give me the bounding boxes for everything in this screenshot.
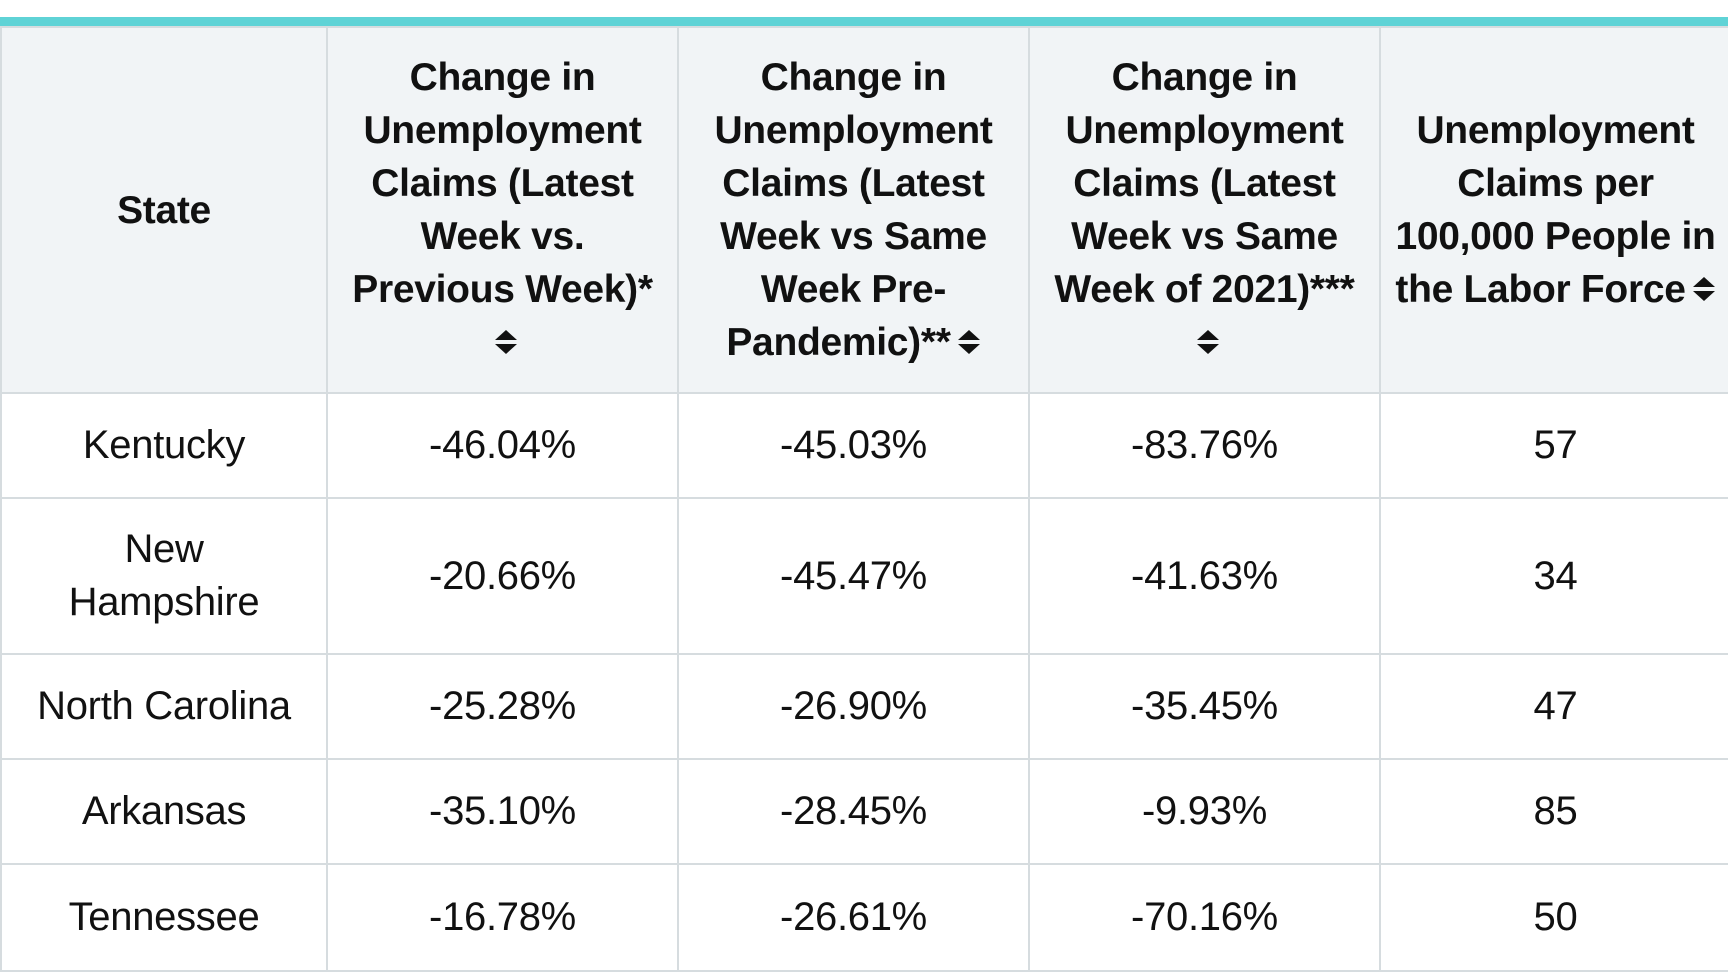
cell-state: North Carolina — [0, 653, 328, 760]
table-row: North Carolina -25.28% -26.90% -35.45% 4… — [0, 653, 1728, 760]
cell-state: Arkansas — [0, 758, 328, 865]
column-header-week-vs-pre-pandemic[interactable]: Change in Unemployment Claims (Latest We… — [677, 26, 1030, 394]
cell-week-vs-previous: -20.66% — [326, 497, 679, 655]
column-header-claims-per-100k[interactable]: Unemployment Claims per 100,000 People i… — [1379, 26, 1728, 394]
cell-state: Kentucky — [0, 392, 328, 499]
cell-week-vs-2021: -35.45% — [1028, 653, 1381, 760]
cell-week-vs-2021: -70.16% — [1028, 863, 1381, 972]
column-header-week-vs-2021[interactable]: Change in Unemployment Claims (Latest We… — [1028, 26, 1381, 394]
cell-week-vs-previous: -16.78% — [326, 863, 679, 972]
column-header-label: Change in Unemployment Claims (Latest We… — [352, 56, 653, 311]
cell-week-vs-2021: -41.63% — [1028, 497, 1381, 655]
cell-week-vs-previous: -46.04% — [326, 392, 679, 499]
table-header: State Change in Unemployment Claims (Lat… — [0, 26, 1728, 394]
cell-week-vs-pre-pandemic: -26.90% — [677, 653, 1030, 760]
sort-icon[interactable] — [1692, 275, 1716, 303]
cell-state: New Hampshire — [0, 497, 328, 655]
sort-icon[interactable] — [957, 328, 981, 356]
cell-week-vs-2021: -83.76% — [1028, 392, 1381, 499]
cell-claims-per-100k: 50 — [1379, 863, 1728, 972]
cell-week-vs-pre-pandemic: -45.03% — [677, 392, 1030, 499]
table-row: New Hampshire -20.66% -45.47% -41.63% 34 — [0, 497, 1728, 655]
accent-bar — [0, 17, 1728, 26]
table-row: Kentucky -46.04% -45.03% -83.76% 57 — [0, 392, 1728, 499]
table-body: Kentucky -46.04% -45.03% -83.76% 57 New … — [0, 392, 1728, 972]
claims-table-container: State Change in Unemployment Claims (Lat… — [0, 17, 1728, 972]
cell-week-vs-pre-pandemic: -45.47% — [677, 497, 1030, 655]
cell-claims-per-100k: 57 — [1379, 392, 1728, 499]
table-row: Arkansas -35.10% -28.45% -9.93% 85 — [0, 758, 1728, 865]
unemployment-claims-table: State Change in Unemployment Claims (Lat… — [0, 26, 1728, 972]
cell-week-vs-previous: -25.28% — [326, 653, 679, 760]
column-header-label: Change in Unemployment Claims (Latest We… — [1054, 56, 1355, 311]
sort-icon[interactable] — [1196, 328, 1220, 356]
column-header-label: Change in Unemployment Claims (Latest We… — [714, 56, 993, 364]
cell-state: Tennessee — [0, 863, 328, 972]
cell-week-vs-2021: -9.93% — [1028, 758, 1381, 865]
column-header-week-vs-previous[interactable]: Change in Unemployment Claims (Latest We… — [326, 26, 679, 394]
column-header-label: State — [117, 188, 211, 232]
sort-icon[interactable] — [494, 328, 518, 356]
cell-claims-per-100k: 47 — [1379, 653, 1728, 760]
table-row: Tennessee -16.78% -26.61% -70.16% 50 — [0, 863, 1728, 972]
cell-week-vs-pre-pandemic: -26.61% — [677, 863, 1030, 972]
cell-week-vs-pre-pandemic: -28.45% — [677, 758, 1030, 865]
cell-claims-per-100k: 85 — [1379, 758, 1728, 865]
cell-week-vs-previous: -35.10% — [326, 758, 679, 865]
column-header-label: Unemployment Claims per 100,000 People i… — [1395, 109, 1716, 311]
cell-claims-per-100k: 34 — [1379, 497, 1728, 655]
column-header-state: State — [0, 26, 328, 394]
